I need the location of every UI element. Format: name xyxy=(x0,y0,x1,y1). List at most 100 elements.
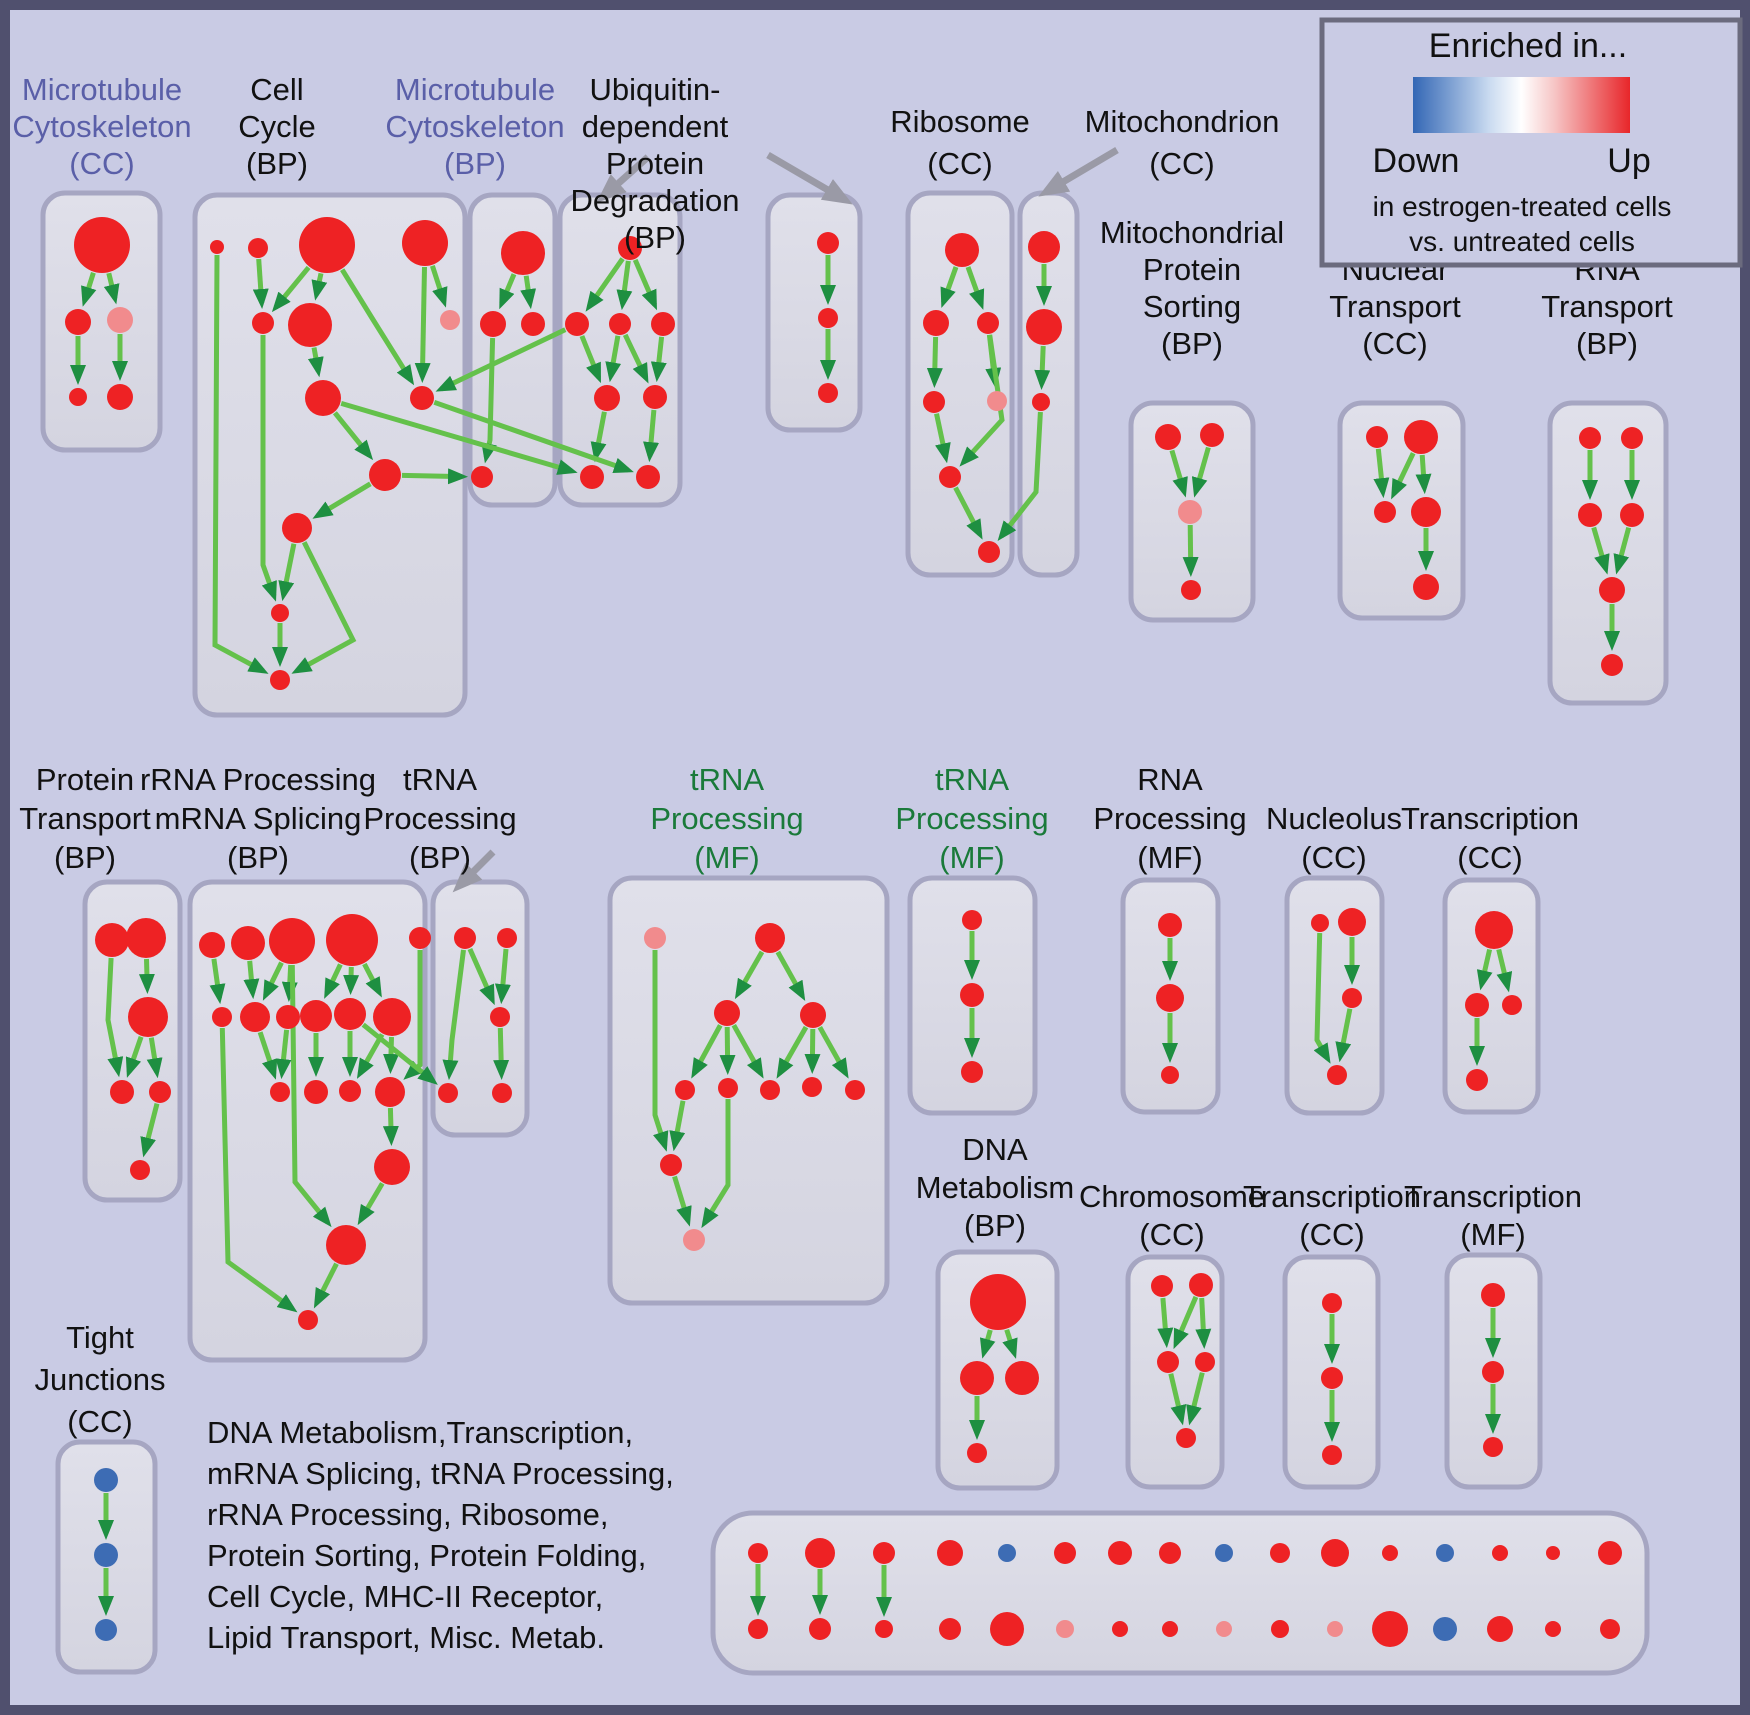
edge-rr-2 xyxy=(262,961,284,1001)
edge-rr-5 xyxy=(343,966,360,995)
cross-edge-0 xyxy=(340,401,578,475)
edge-ub-3 xyxy=(579,335,602,384)
go-term-node-tj-1 xyxy=(94,1543,118,1567)
panel-node-bottom-2 xyxy=(875,1620,893,1638)
go-term-node-cc-0 xyxy=(210,240,224,254)
go-term-node-nuc-3 xyxy=(1327,1065,1347,1085)
go-term-node-dna-3 xyxy=(967,1443,987,1463)
edge-pt-1 xyxy=(138,958,155,994)
cluster-label-20-line-0: Transcription xyxy=(1404,1179,1582,1214)
go-term-node-tmf-0 xyxy=(644,927,666,949)
misc-text-line-2: rRNA Processing, Ribosome, xyxy=(207,1497,608,1532)
go-term-node-tmf-9 xyxy=(660,1154,682,1176)
edge-rr-1 xyxy=(243,960,260,1000)
go-term-node-chr-4 xyxy=(1176,1428,1196,1448)
cross-edge-4 xyxy=(997,411,1043,542)
misc-text-line-0: DNA Metabolism,Transcription, xyxy=(207,1415,633,1450)
go-term-node-tmf3-2 xyxy=(1483,1437,1503,1457)
go-term-node-trna-1 xyxy=(497,928,517,948)
misc-text-line-5: Lipid Transport, Misc. Metab. xyxy=(207,1620,605,1655)
edge-trna-3 xyxy=(493,1027,510,1080)
go-term-node-mtbp-3 xyxy=(471,466,493,488)
cross-edge-2 xyxy=(401,468,468,485)
go-term-node-mito-0 xyxy=(1028,231,1060,263)
go-term-node-trna-0 xyxy=(454,927,476,949)
go-term-node-rr-14 xyxy=(375,1077,405,1107)
edge-rib-5 xyxy=(959,334,1005,467)
cluster-box-nucleolus-cc xyxy=(1284,875,1385,1116)
go-term-node-tmf-2 xyxy=(714,1000,740,1026)
go-term-node-ub-3 xyxy=(651,312,675,336)
go-term-node-tmf-8 xyxy=(845,1080,865,1100)
go-term-node-trna-3 xyxy=(438,1083,458,1103)
go-term-node-cc-1 xyxy=(248,238,268,258)
go-term-node-mps-2 xyxy=(1178,500,1202,524)
edge-tmf-6 xyxy=(776,1025,809,1079)
cluster-box-dna-metabolism-bp xyxy=(935,1249,1060,1491)
edge-mtbp-0 xyxy=(499,273,517,310)
cluster-label-19-line-1: (CC) xyxy=(1299,1217,1364,1252)
go-term-node-rr-12 xyxy=(304,1080,328,1104)
cluster-box-rrna-processing-mrna-splicing-bp xyxy=(187,879,428,1363)
go-term-node-tcc1-3 xyxy=(1466,1069,1488,1091)
cluster-label-7-line-1: Transport xyxy=(1329,289,1461,324)
edge-tmf-11 xyxy=(701,1099,731,1229)
go-term-node-rpmf-0 xyxy=(1158,913,1182,937)
cluster-label-1-line-1: Cycle xyxy=(238,109,316,144)
panel-node-top-5 xyxy=(1054,1542,1076,1564)
panel-node-bottom-6 xyxy=(1112,1621,1128,1637)
panel-node-bottom-3 xyxy=(939,1618,961,1640)
cluster-label-7-line-2: (CC) xyxy=(1362,326,1427,361)
go-term-node-nuc-0 xyxy=(1311,914,1329,932)
edge-cc-0 xyxy=(252,258,269,309)
edge-pt-0 xyxy=(105,957,124,1078)
go-term-node-mtcc-0 xyxy=(74,217,130,273)
panel-node-bottom-14 xyxy=(1545,1621,1561,1637)
go-term-node-cc-2 xyxy=(299,217,355,273)
panel-node-top-12 xyxy=(1436,1544,1454,1562)
cluster-label-13-line-2: (MF) xyxy=(939,840,1004,875)
label-pointer-arrows xyxy=(452,146,1119,893)
cluster-label-21-line-2: (CC) xyxy=(67,1404,132,1439)
go-term-node-rib-0 xyxy=(945,233,979,267)
panel-node-top-15 xyxy=(1598,1541,1622,1565)
cluster-label-8-line-1: Transport xyxy=(1541,289,1673,324)
go-term-node-nuc-1 xyxy=(1338,908,1366,936)
go-term-node-rr-17 xyxy=(298,1310,318,1330)
cluster-label-9-line-1: Transport xyxy=(19,801,151,836)
cluster-label-16-line-1: (CC) xyxy=(1457,840,1522,875)
legend-up-label: Up xyxy=(1607,142,1650,180)
cluster-label-6-line-0: Mitochondrial xyxy=(1100,215,1284,250)
edge-chr-2 xyxy=(1195,1297,1212,1349)
go-term-node-rr-6 xyxy=(240,1002,270,1032)
edge-cc-6 xyxy=(260,335,277,602)
edge-rr-17 xyxy=(357,1182,385,1226)
cluster-label-0-line-1: Cytoskeleton xyxy=(12,109,191,144)
misc-text-line-4: Cell Cycle, MHC-II Receptor, xyxy=(207,1579,603,1614)
go-term-node-ub-6 xyxy=(580,465,604,489)
edge-mtcc-0 xyxy=(81,271,97,307)
cluster-label-11-line-0: tRNA xyxy=(403,762,477,797)
edge-rr-4 xyxy=(324,963,343,999)
go-term-node-tmf-1 xyxy=(755,923,785,953)
go-term-node-rpmf-1 xyxy=(1156,984,1184,1012)
cluster-label-14-line-1: Processing xyxy=(1093,801,1246,836)
edge-ub-2 xyxy=(632,258,657,311)
cluster-box-chromosome-cc xyxy=(1125,1254,1225,1490)
cluster-label-13-line-1: Processing xyxy=(895,801,1048,836)
panel-node-bottom-11 xyxy=(1372,1611,1408,1647)
go-term-node-rr-1 xyxy=(231,926,265,960)
panel-node-bottom-15 xyxy=(1600,1619,1620,1639)
edge-rr-11 xyxy=(275,1029,292,1080)
cross-edge-3 xyxy=(435,327,567,392)
legend-gradient-bar xyxy=(1413,77,1630,133)
cluster-box-nuclear-transport-cc xyxy=(1337,400,1466,621)
cluster-box-rna-transport-bp xyxy=(1547,400,1669,706)
go-term-node-cc-3 xyxy=(402,220,448,266)
cluster-box-microtubule-cytoskeleton-cc xyxy=(40,190,163,453)
edge-cc-4 xyxy=(430,265,448,308)
edge-ub-5 xyxy=(622,333,649,384)
go-term-node-tmf-3 xyxy=(800,1002,826,1028)
edge-pt-4 xyxy=(140,1102,160,1158)
edge-mito-1 xyxy=(1034,345,1051,390)
